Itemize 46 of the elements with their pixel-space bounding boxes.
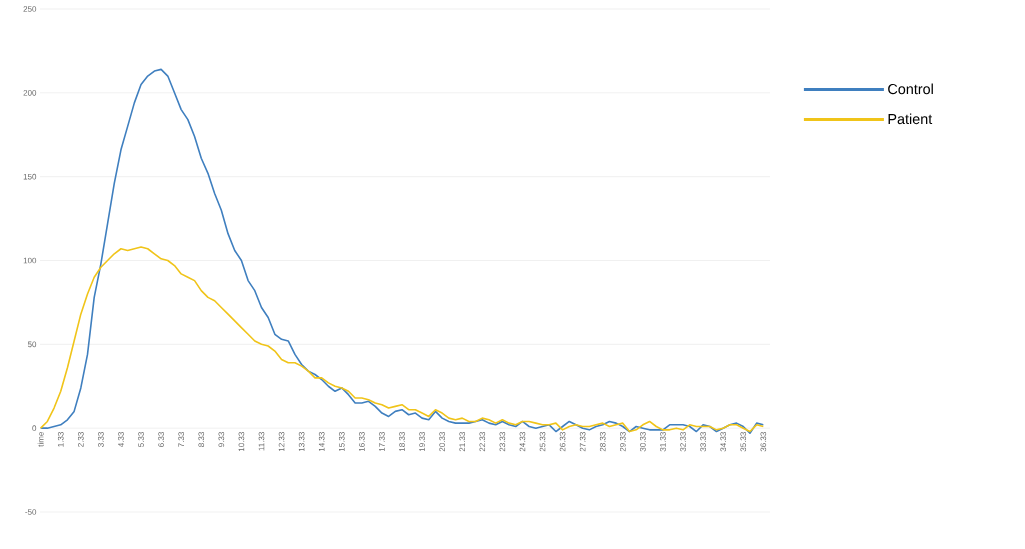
x-tick-label: 6.33: [158, 432, 164, 447]
x-tick-label: 11.33: [258, 432, 265, 451]
x-tick-label: 5.33: [138, 432, 144, 447]
x-tick-label: 4.33: [118, 432, 124, 448]
x-tick-label: 34.33: [720, 432, 726, 452]
x-tick-label: time: [37, 432, 44, 447]
y-tick-label: -50: [25, 509, 37, 515]
x-tick-label: 19.33: [419, 432, 425, 452]
x-tick-label: 31.33: [660, 432, 666, 452]
x-tick-label: 26.33: [559, 432, 566, 452]
x-tick-label: 30.33: [640, 432, 646, 452]
x-tick-label: 24.33: [519, 432, 526, 452]
x-tick-label: 8.33: [198, 432, 205, 447]
x-tick-label: 14.33: [318, 432, 325, 452]
y-tick-label: 150: [23, 173, 37, 180]
x-tick-label: 22.33: [479, 432, 486, 452]
y-tick-label: 0: [32, 425, 37, 431]
x-tick-label: 18.33: [399, 432, 405, 452]
x-tick-label: 20.33: [439, 432, 445, 452]
x-tick-label: 9.33: [218, 432, 225, 447]
x-tick-label: 12.33: [278, 432, 285, 452]
x-tick-label: 1.33: [57, 432, 64, 447]
x-tick-label: 2.33: [77, 432, 84, 447]
x-tick-label: 23.33: [499, 432, 506, 452]
x-tick-label: 10.33: [238, 432, 245, 452]
x-tick-label: 17.33: [379, 432, 385, 452]
x-tick-label: 16.33: [359, 432, 365, 452]
x-tick-label: 15.33: [338, 432, 345, 452]
y-tick-label: 50: [27, 341, 37, 348]
text: Patient: [888, 113, 933, 125]
text: Control: [888, 83, 933, 95]
x-tick-label: 13.33: [298, 432, 305, 452]
x-tick-label: 21.33: [459, 432, 466, 452]
y-tick-label: 250: [23, 6, 37, 12]
x-tick-label: 29.33: [619, 432, 626, 452]
x-tick-label: 3.33: [98, 432, 104, 447]
y-tick-label: 200: [23, 90, 37, 96]
x-tick-label: 25.33: [539, 432, 546, 452]
x-tick-label: 35.33: [740, 432, 747, 452]
x-tick-label: 27.33: [579, 432, 586, 452]
x-tick-label: 32.33: [680, 432, 686, 452]
x-tick-label: 7.33: [178, 432, 185, 447]
y-tick-label: 100: [23, 257, 37, 264]
x-tick-label: 33.33: [700, 432, 706, 452]
x-tick-label: 36.33: [760, 432, 767, 452]
x-tick-label: 28.33: [599, 432, 606, 452]
